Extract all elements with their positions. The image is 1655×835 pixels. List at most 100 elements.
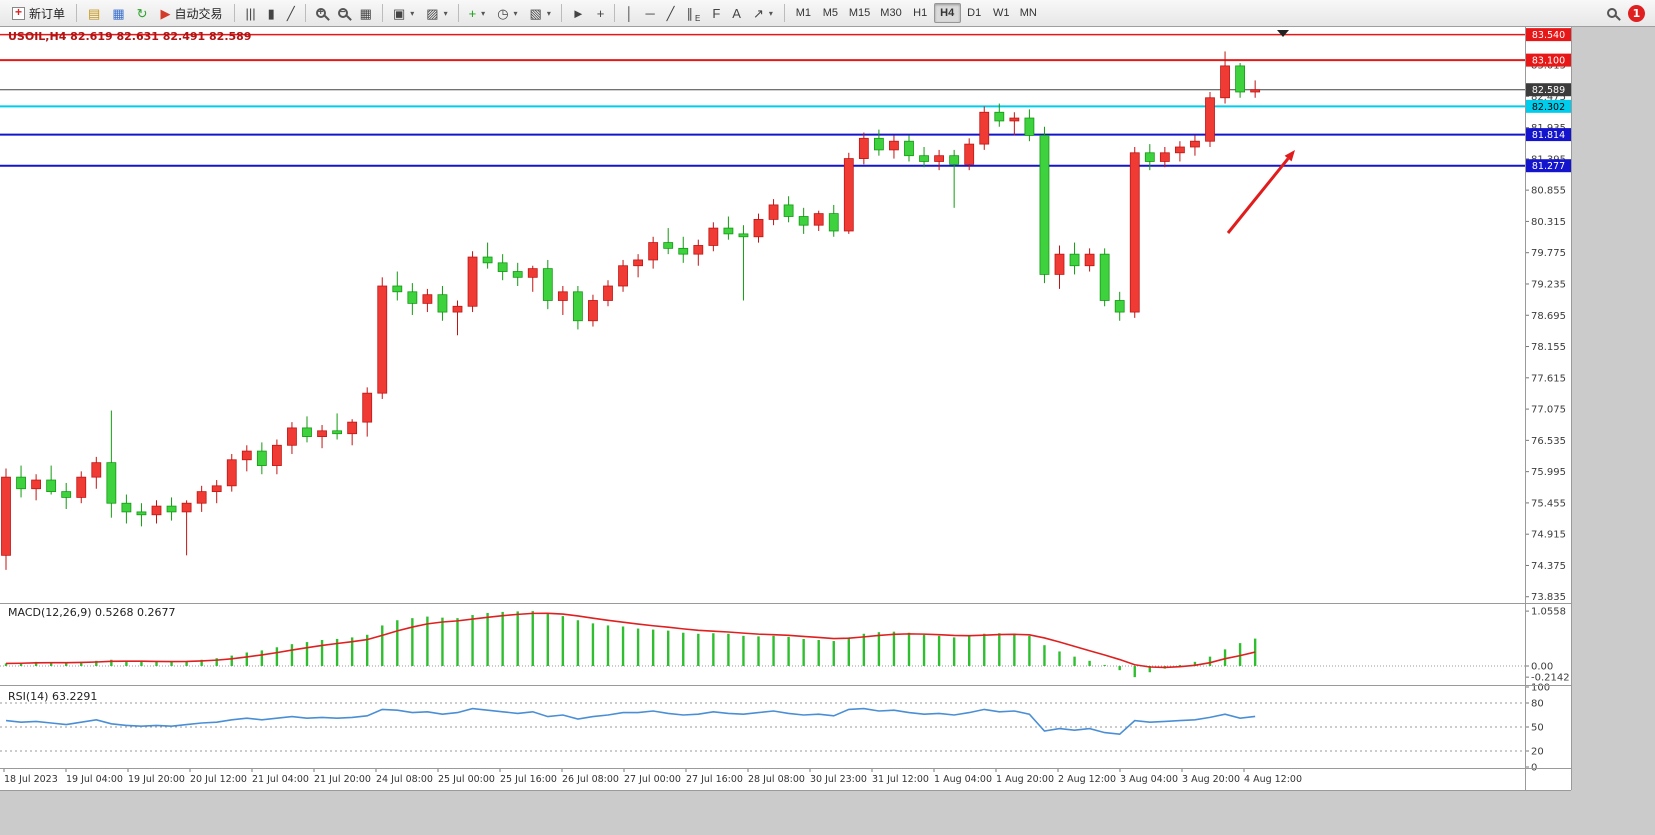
zoom-in-button[interactable]: + — [310, 2, 332, 24]
chevron-down-icon: ▾ — [443, 8, 448, 18]
toolbar-separator — [76, 4, 78, 22]
grid-button[interactable]: ▦ — [354, 2, 378, 24]
svg-text:79.235: 79.235 — [1531, 279, 1566, 290]
timeframe-M15[interactable]: M15 — [844, 3, 875, 23]
svg-text:80.315: 80.315 — [1531, 217, 1566, 228]
svg-text:81.814: 81.814 — [1532, 130, 1565, 141]
vertical-line-button[interactable]: │ — [619, 2, 639, 24]
timeframe-W1[interactable]: W1 — [988, 3, 1015, 23]
svg-text:27 Jul 16:00: 27 Jul 16:00 — [686, 774, 743, 785]
price-tag-81-277: 81.277 — [1526, 159, 1571, 173]
toolbar-separator — [233, 4, 235, 22]
svg-text:79.775: 79.775 — [1531, 248, 1566, 259]
svg-text:77.615: 77.615 — [1531, 373, 1566, 384]
horizontal-lines: 83.540 83.100 82.302 81.814 81.277 82.589 — [0, 28, 1571, 173]
indicators-icon: + — [468, 5, 477, 21]
svg-text:25 Jul 00:00: 25 Jul 00:00 — [438, 774, 495, 785]
profiles-button[interactable]: ▨ ▾ — [420, 2, 453, 24]
cursor-button[interactable]: ► — [566, 2, 591, 24]
timeframe-M1[interactable]: M1 — [790, 3, 817, 23]
macd-label: MACD(12,26,9) 0.5268 0.2677 — [8, 606, 176, 619]
new-order-button[interactable]: 新订单 — [6, 2, 71, 24]
fibonacci-icon: F — [712, 5, 721, 21]
timeframe-M30[interactable]: M30 — [875, 3, 906, 23]
svg-text:83.540: 83.540 — [1532, 30, 1565, 41]
new-order-label: 新订单 — [29, 6, 66, 21]
svg-text:31 Jul 12:00: 31 Jul 12:00 — [872, 774, 929, 785]
text-label-button[interactable]: A — [726, 2, 747, 24]
horizontal-line-icon: ─ — [645, 5, 655, 21]
templates-button[interactable]: ▧ ▾ — [524, 2, 557, 24]
new-chart-button[interactable]: ▣ ▾ — [387, 2, 420, 24]
bid-price-tag: 82.589 — [1526, 83, 1571, 97]
timeframe-toolbar: M1 M5 M15 M30 H1 H4 D1 W1 MN — [790, 3, 1042, 23]
svg-text:21 Jul 04:00: 21 Jul 04:00 — [252, 774, 309, 785]
autotrading-button[interactable]: ▶ 自动交易 — [155, 2, 229, 24]
equidistant-channel-icon: ∥ — [686, 5, 694, 21]
data-window-button[interactable]: ▦ — [106, 2, 130, 24]
toolbar-separator — [457, 4, 459, 22]
horizontal-line-button[interactable]: ─ — [639, 2, 660, 24]
trendline-button[interactable]: ╱ — [661, 2, 681, 24]
rsi-panel: RSI(14) 63.22911008050200 — [0, 683, 1550, 774]
svg-text:19 Jul 20:00: 19 Jul 20:00 — [128, 774, 185, 785]
window-icons-group: ▤ ▦ ↻ — [82, 2, 154, 24]
svg-text:82.302: 82.302 — [1532, 102, 1565, 113]
price-tag-81-814: 81.814 — [1526, 128, 1571, 142]
periods-button[interactable]: ◷ ▾ — [491, 2, 523, 24]
svg-text:25 Jul 16:00: 25 Jul 16:00 — [500, 774, 557, 785]
svg-text:50: 50 — [1531, 723, 1544, 734]
periods-icon: ◷ — [497, 5, 509, 21]
svg-text:83.100: 83.100 — [1532, 56, 1565, 67]
svg-text:20: 20 — [1531, 747, 1544, 758]
zoom-out-sign: − — [339, 7, 346, 18]
svg-text:77.075: 77.075 — [1531, 405, 1566, 416]
svg-text:28 Jul 08:00: 28 Jul 08:00 — [748, 774, 805, 785]
crosshair-button[interactable]: + — [591, 2, 611, 24]
candlestick-chart-button[interactable]: ▮ — [262, 2, 281, 24]
chevron-down-icon: ▾ — [410, 8, 415, 18]
search-icon — [1607, 8, 1617, 18]
chevron-down-icon: ▾ — [768, 8, 773, 18]
time-axis: 18 Jul 2023 19 Jul 04:00 19 Jul 20:00 20 Ju… — [3, 768, 1302, 785]
search-button[interactable] — [1601, 2, 1623, 24]
svg-text:20 Jul 12:00: 20 Jul 12:00 — [190, 774, 247, 785]
rsi-label: RSI(14) 63.2291 — [8, 690, 97, 703]
timeframe-H4[interactable]: H4 — [933, 3, 961, 23]
arrows-objects-icon: ↗ — [752, 5, 764, 21]
line-chart-button[interactable]: ╱ — [281, 2, 301, 24]
svg-text:18 Jul 2023: 18 Jul 2023 — [4, 774, 58, 785]
zoom-out-button[interactable]: − — [332, 2, 354, 24]
timeframe-H1[interactable]: H1 — [907, 3, 934, 23]
market-watch-button[interactable]: ▤ — [82, 2, 106, 24]
equidistant-channel-sub-label: E — [695, 14, 701, 23]
svg-text:1 Aug 20:00: 1 Aug 20:00 — [996, 774, 1054, 785]
chevron-down-icon: ▾ — [513, 8, 518, 18]
svg-text:73.835: 73.835 — [1531, 592, 1566, 603]
bar-chart-button[interactable]: ||| — [240, 2, 262, 24]
svg-text:24 Jul 08:00: 24 Jul 08:00 — [376, 774, 433, 785]
svg-text:78.695: 78.695 — [1531, 311, 1566, 322]
chart-title: USOIL,H4 82.619 82.631 82.491 82.589 — [8, 30, 251, 43]
notification-badge[interactable]: 1 — [1628, 4, 1645, 22]
equidistant-channel-button[interactable]: ∥ E — [681, 2, 707, 24]
macd-signal-line — [5, 612, 1256, 669]
timeframe-MN[interactable]: MN — [1015, 3, 1042, 23]
svg-text:1 Aug 04:00: 1 Aug 04:00 — [934, 774, 992, 785]
data-window-icon: ▦ — [112, 5, 125, 21]
svg-text:74.915: 74.915 — [1531, 530, 1566, 541]
timeframe-M5[interactable]: M5 — [817, 3, 844, 23]
indicators-button[interactable]: + ▾ — [463, 2, 492, 24]
svg-text:-0.2142: -0.2142 — [1531, 673, 1570, 684]
chevron-down-icon: ▾ — [546, 8, 551, 18]
chart-shift-marker[interactable] — [1277, 30, 1289, 37]
arrows-objects-button[interactable]: ↗ ▾ — [747, 2, 779, 24]
fibonacci-button[interactable]: F — [706, 2, 726, 24]
svg-text:0.00: 0.00 — [1531, 662, 1553, 673]
annotation-arrow[interactable] — [1226, 150, 1295, 234]
timeframe-D1[interactable]: D1 — [961, 3, 988, 23]
auto-refresh-button[interactable]: ↻ — [131, 2, 154, 24]
svg-text:3 Aug 04:00: 3 Aug 04:00 — [1120, 774, 1178, 785]
